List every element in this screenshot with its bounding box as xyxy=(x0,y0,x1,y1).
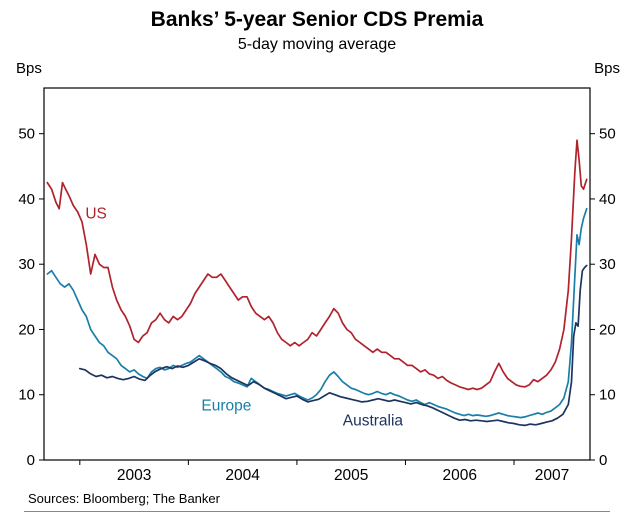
series-line-europe xyxy=(46,207,588,419)
series-label-europe: Europe xyxy=(201,397,251,414)
x-tick-label: 2006 xyxy=(442,467,476,484)
y-tick-label-left: 20 xyxy=(18,321,35,338)
y-tick-label-left: 10 xyxy=(18,387,35,404)
y-tick-label-right: 0 xyxy=(599,452,607,469)
y-tick-label-right: 30 xyxy=(599,256,616,273)
y-tick-label-left: 40 xyxy=(18,191,35,208)
sources-note: Sources: Bloomberg; The Banker xyxy=(28,491,220,506)
series-label-australia: Australia xyxy=(343,412,404,429)
y-tick-label-right: 20 xyxy=(599,321,616,338)
series-label-us: US xyxy=(85,206,107,223)
x-tick-label: 2003 xyxy=(117,467,151,484)
y-axis-unit-left: Bps xyxy=(16,60,42,77)
series-line-us xyxy=(46,139,588,391)
y-tick-label-right: 50 xyxy=(599,126,616,143)
chart-title: Banks’ 5-year Senior CDS Premia xyxy=(150,8,484,31)
y-tick-label-left: 50 xyxy=(18,126,35,143)
chart-subtitle: 5-day moving average xyxy=(237,36,397,53)
y-tick-label-left: 30 xyxy=(18,256,35,273)
x-tick-label: 2007 xyxy=(535,467,569,484)
footer-divider xyxy=(24,511,610,512)
y-tick-label-right: 40 xyxy=(599,191,616,208)
plot-frame xyxy=(43,87,591,461)
y-axis-unit-right: Bps xyxy=(594,60,620,77)
y-tick-label-right: 10 xyxy=(599,387,616,404)
x-tick-label: 2005 xyxy=(334,467,368,484)
x-tick-label: 2004 xyxy=(225,467,260,484)
series-line-australia xyxy=(78,264,588,427)
y-tick-label-left: 0 xyxy=(27,452,35,469)
